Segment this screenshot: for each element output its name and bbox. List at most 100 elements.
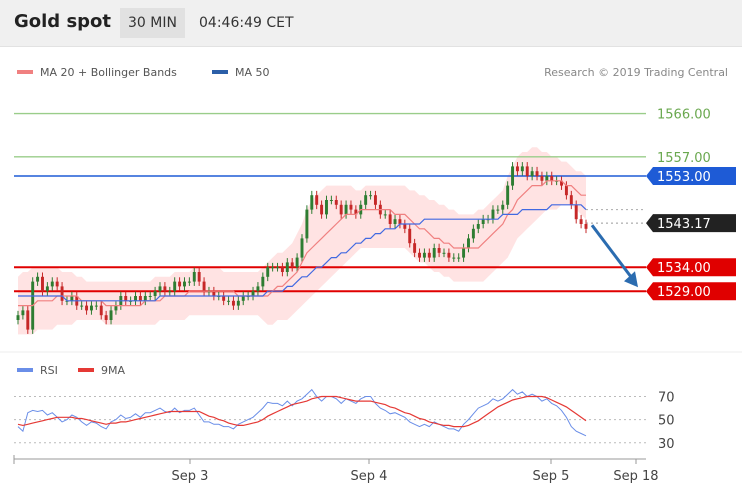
candle [36,272,40,286]
candle-body [187,281,191,283]
candle [560,176,563,190]
candle-body [300,238,304,258]
candle [471,224,475,243]
candle [408,224,412,248]
candle-body [584,224,588,229]
header-bar: Gold spot 30 MIN 04:46:49 CET [0,0,742,47]
candle-body [398,219,402,224]
candle-body [354,209,358,215]
candle-body [266,267,270,277]
candle [398,214,402,229]
candle [349,200,353,214]
candle [535,166,539,181]
candle-body [530,171,534,176]
candle-body [388,214,392,224]
candle-body [16,315,20,320]
candle [442,248,446,258]
candle-body [109,310,113,320]
candle-body [89,305,93,311]
candle-body [476,224,480,229]
candle [481,214,485,229]
candle-body [467,238,470,248]
candle-body [364,195,368,205]
candle [21,306,25,320]
forecast-arrow-head [624,271,638,288]
candle-body [329,200,333,201]
candle [168,286,172,296]
level-tag-1529.00 [646,282,736,301]
candle-body [285,262,289,272]
x-tick-label: Sep 18 [613,469,658,484]
candle-body [383,214,387,216]
candle [280,262,284,277]
x-tick-label: Sep 5 [533,469,570,484]
candle-body [334,200,338,205]
instrument-title: Gold spot [14,11,112,32]
candle-body [41,276,44,292]
credit-text: Research © 2019 Trading Central [544,66,728,79]
candle [344,200,348,219]
candle-body [202,281,206,292]
candle [187,277,191,286]
rsi-legend-swatch [17,368,33,372]
rsi-ma-line [17,395,587,428]
candle-body [325,200,328,215]
candle-body [339,204,343,215]
candle-body [55,281,59,287]
candle-body [134,296,137,301]
candle-body [320,204,324,215]
candle-body [104,315,108,320]
candle [354,205,358,219]
ma9-legend-swatch [78,368,94,372]
candle-body [491,209,495,220]
candle [432,243,436,262]
ma50-legend-label: MA 50 [235,66,270,79]
candle-body [163,286,167,292]
candle [178,277,182,291]
last-price-label: 1543.17 [657,217,711,232]
candle [256,282,260,296]
timeframe-button[interactable]: 30 MIN [120,8,185,38]
candle-body [124,296,128,301]
candle [320,200,324,219]
rsi-panel: 70 50 30 [14,388,675,452]
candle [545,171,549,186]
candle [383,210,387,219]
level-labels: 1566.00 1557.00 1553.00 1534.00 1529.00 1543.… [646,108,736,301]
candle [476,219,480,234]
candle [271,262,275,272]
candle [467,234,470,253]
candle [530,166,534,181]
candle-body [305,209,309,239]
candle-body [471,228,475,239]
timestamp: 04:46:49 CET [199,15,294,31]
candle [413,238,417,258]
candle [364,190,368,210]
candle-body [21,310,25,316]
candle-body [192,272,196,282]
candle-body [427,252,431,258]
rsi-tick-50: 50 [658,414,675,429]
candle [266,262,270,282]
candle [427,248,431,262]
candle [422,248,426,262]
candle-body [447,252,451,258]
candle [158,282,162,296]
candle [104,310,108,325]
last-price-tag [646,214,736,233]
candle-body [231,300,235,306]
candle [236,296,240,310]
candle-body [153,291,157,296]
candle [227,296,231,306]
candle [114,301,118,315]
candle-body [80,305,84,307]
candle [520,162,524,176]
candle [525,162,529,181]
candle [55,277,59,291]
rsi-tick-30: 30 [658,437,675,452]
candle [241,291,245,306]
candle-body [496,209,500,211]
forecast-arrow-shaft [590,224,634,280]
candle-body [114,305,118,311]
candle [173,277,177,296]
